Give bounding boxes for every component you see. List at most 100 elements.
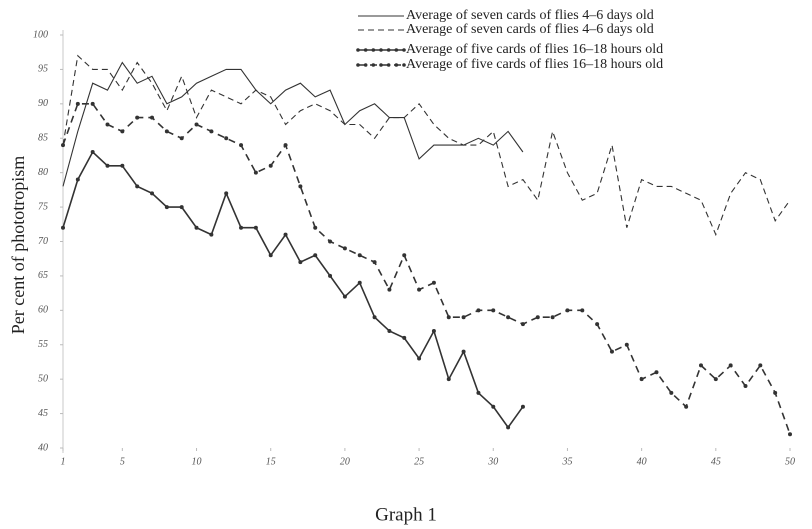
x-tick-label: 50: [785, 456, 795, 467]
point: [224, 191, 229, 196]
y-tick-label: 85: [38, 133, 48, 144]
point: [135, 115, 140, 120]
point: [743, 384, 748, 389]
legend-dot: [394, 48, 399, 52]
point: [446, 377, 451, 382]
legend-dot: [386, 63, 391, 67]
point: [372, 315, 377, 320]
point: [372, 260, 377, 265]
series-line: [62, 54, 791, 237]
x-tick-label: 35: [561, 456, 572, 467]
point: [669, 390, 674, 395]
point: [639, 377, 644, 382]
point: [520, 322, 525, 327]
point: [209, 129, 214, 134]
legend-dot: [394, 63, 399, 67]
point: [417, 356, 422, 361]
legend-dot: [379, 48, 383, 52]
point: [728, 363, 733, 368]
point: [357, 253, 362, 258]
y-tick-label: 75: [38, 201, 48, 212]
x-tick-label: 1: [61, 456, 66, 467]
series-line: [62, 150, 524, 429]
point: [179, 136, 184, 141]
point: [313, 253, 318, 258]
legend-dot: [363, 48, 368, 52]
y-tick-label: 70: [38, 236, 48, 247]
point: [239, 225, 244, 230]
point: [283, 232, 288, 237]
point: [164, 129, 169, 134]
point: [90, 150, 95, 155]
point: [298, 260, 303, 265]
x-tick-label: 10: [192, 456, 202, 467]
y-tick-label: 55: [38, 339, 48, 350]
y-tick-label: 90: [38, 98, 48, 109]
point: [298, 184, 303, 189]
point: [417, 287, 422, 292]
point: [209, 232, 214, 237]
point: [565, 308, 570, 313]
point: [550, 315, 555, 320]
legend-dot: [356, 48, 360, 52]
y-tick-label: 95: [38, 64, 48, 75]
point: [506, 315, 511, 320]
y-tick-label: 100: [33, 29, 48, 40]
point: [179, 205, 184, 210]
point: [150, 115, 155, 120]
series-line: [62, 103, 791, 435]
y-axis-label: Per cent of phototropism: [8, 156, 28, 334]
point: [431, 280, 436, 285]
point: [402, 253, 407, 258]
point: [595, 322, 600, 327]
point: [758, 363, 763, 368]
point: [461, 315, 466, 320]
legend-label: Average of five cards of flies 16–18 hou…: [406, 42, 663, 57]
point: [446, 315, 451, 320]
point: [431, 328, 436, 333]
legend-dot: [402, 48, 406, 52]
point: [268, 163, 273, 168]
point: [135, 184, 140, 189]
x-tick-label: 15: [266, 456, 276, 467]
point: [773, 390, 778, 395]
y-tick-label: 40: [38, 442, 48, 453]
legend-dot: [371, 63, 376, 67]
point: [253, 225, 258, 230]
series-line: [62, 61, 524, 187]
point: [105, 163, 110, 168]
point: [283, 143, 288, 148]
point: [239, 143, 244, 148]
legend-dot: [371, 48, 376, 52]
point: [90, 101, 95, 106]
point: [402, 335, 407, 340]
point: [491, 404, 496, 409]
point: [713, 377, 718, 382]
point: [253, 170, 258, 175]
point: [476, 308, 481, 313]
point: [313, 225, 318, 230]
point: [506, 425, 511, 430]
point: [328, 239, 333, 244]
point: [61, 143, 65, 148]
point: [194, 225, 199, 230]
point: [357, 280, 362, 285]
x-tick-label: 30: [487, 456, 498, 467]
y-tick-label: 60: [38, 305, 48, 316]
point: [387, 328, 392, 333]
point: [120, 163, 125, 168]
legend-label: Average of seven cards of flies 4–6 days…: [406, 8, 654, 23]
point: [268, 253, 273, 258]
point: [61, 225, 65, 230]
legend-dot: [402, 63, 406, 67]
legend-dot: [386, 48, 391, 52]
point: [580, 308, 585, 313]
chart-title: Graph 1: [375, 504, 437, 525]
point: [609, 349, 614, 354]
legend-label: Average of seven cards of flies 4–6 days…: [406, 22, 654, 37]
point: [520, 404, 525, 409]
x-tick-label: 20: [340, 456, 350, 467]
point: [698, 363, 703, 368]
point: [164, 205, 169, 210]
x-tick-label: 40: [637, 456, 647, 467]
